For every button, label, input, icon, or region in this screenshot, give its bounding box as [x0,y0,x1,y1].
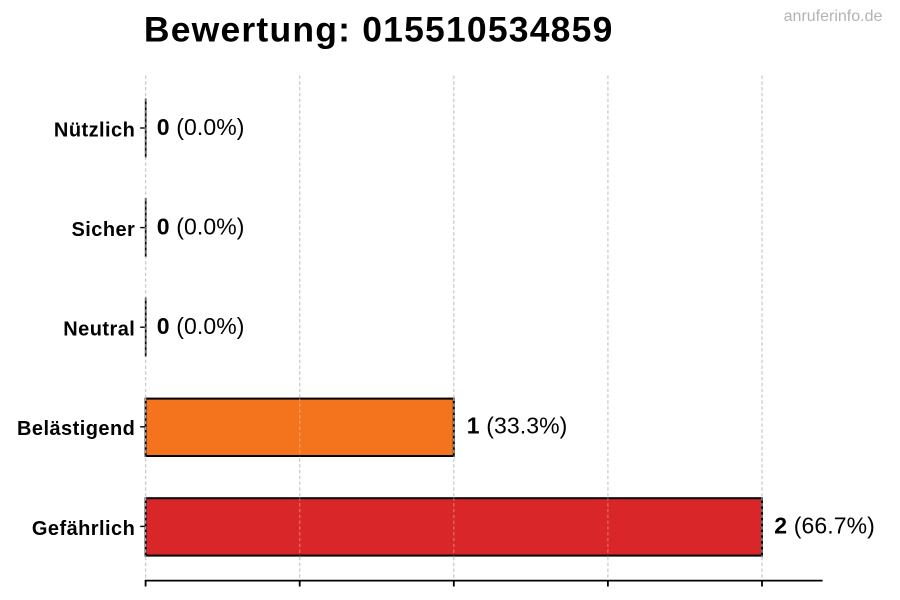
svg-text:Nützlich: Nützlich [54,119,135,141]
svg-text:0 (0.0%): 0 (0.0%) [157,214,245,240]
svg-text:0 (0.0%): 0 (0.0%) [157,313,245,339]
svg-text:anruferinfo.de: anruferinfo.de [784,8,883,25]
svg-text:2 (66.7%): 2 (66.7%) [774,512,875,538]
svg-text:1 (33.3%): 1 (33.3%) [467,413,568,439]
svg-text:Neutral: Neutral [63,319,135,341]
svg-text:Bewertung: 015510534859: Bewertung: 015510534859 [144,9,614,49]
svg-text:Belästigend: Belästigend [17,418,135,440]
svg-text:Gefährlich: Gefährlich [32,518,135,540]
svg-text:0 (0.0%): 0 (0.0%) [157,114,245,140]
svg-text:Sicher: Sicher [71,219,135,241]
